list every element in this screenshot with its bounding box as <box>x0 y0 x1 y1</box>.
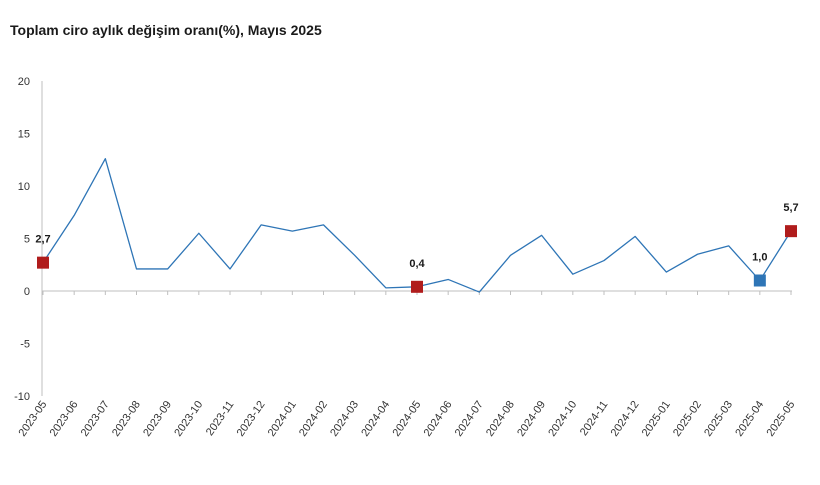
x-tick-label: 2023-06 <box>48 399 81 439</box>
x-tick-label: 2023-10 <box>172 399 205 439</box>
x-tick-label: 2023-07 <box>79 399 112 439</box>
x-tick-label: 2023-05 <box>16 399 49 439</box>
x-tick-label: 2023-11 <box>204 399 237 438</box>
x-tick-label: 2025-03 <box>702 399 735 439</box>
x-tick-label: 2024-07 <box>453 399 486 439</box>
chart-title: Toplam ciro aylık değişim oranı(%), Mayı… <box>10 22 322 38</box>
x-tick-label: 2024-09 <box>515 399 548 439</box>
y-tick-label: -5 <box>20 339 30 351</box>
series-line <box>42 158 792 293</box>
x-tick-label: 2023-09 <box>141 399 174 439</box>
y-tick-label: 0 <box>24 286 30 298</box>
data-label: 5,7 <box>783 202 798 214</box>
x-tick-label: 2024-01 <box>266 399 299 439</box>
y-tick-label: 20 <box>18 76 30 88</box>
x-tick-label: 2024-05 <box>390 399 423 439</box>
highlight-marker <box>785 225 797 238</box>
x-tick-label: 2025-04 <box>733 399 766 439</box>
x-tick-label: 2023-12 <box>235 399 268 439</box>
x-tick-label: 2024-08 <box>484 399 517 439</box>
y-tick-label: 5 <box>24 234 30 246</box>
x-tick-label: 2024-02 <box>297 399 330 439</box>
data-label: 1,0 <box>752 252 767 264</box>
x-tick-label: 2024-12 <box>609 399 642 439</box>
highlight-marker <box>411 280 423 293</box>
highlight-marker <box>37 256 49 269</box>
y-tick-label: -10 <box>14 391 30 403</box>
data-label: 0,4 <box>409 258 425 270</box>
x-tick-label: 2024-04 <box>359 399 392 439</box>
x-tick-label: 2025-01 <box>640 399 673 439</box>
data-label: 2,7 <box>35 234 50 246</box>
x-tick-label: 2024-11 <box>578 399 611 438</box>
y-tick-label: 15 <box>18 129 30 141</box>
x-tick-label: 2024-06 <box>422 399 455 439</box>
x-tick-label: 2024-03 <box>328 399 361 439</box>
x-tick-label: 2025-05 <box>764 399 797 439</box>
highlight-marker <box>753 274 766 287</box>
y-tick-label: 10 <box>18 181 30 193</box>
x-tick-label: 2024-10 <box>546 399 579 439</box>
x-tick-label: 2023-08 <box>110 399 143 439</box>
x-tick-label: 2025-02 <box>671 399 704 439</box>
